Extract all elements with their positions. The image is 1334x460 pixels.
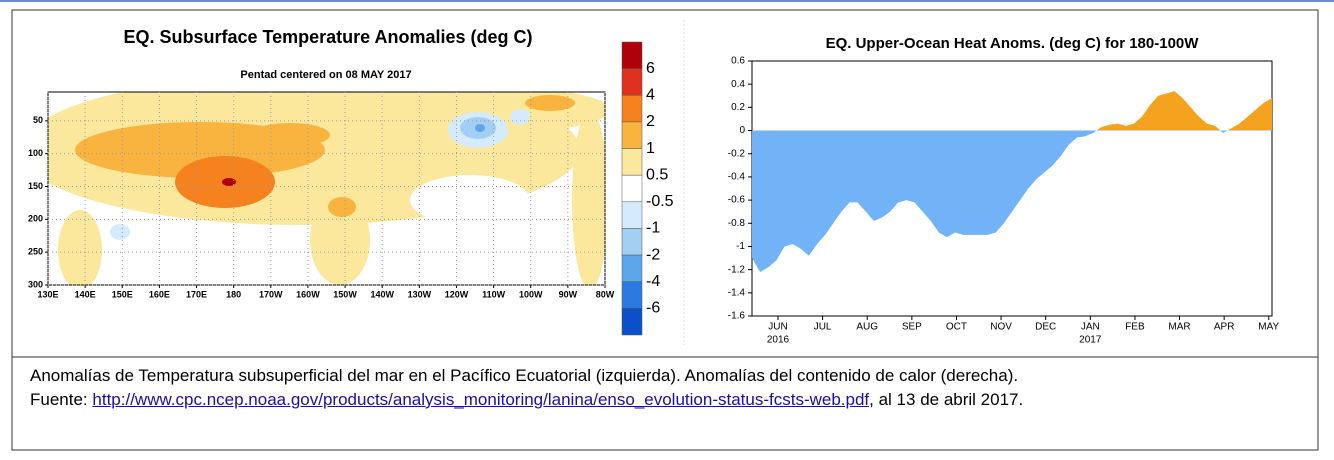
colorbar-band: [621, 281, 643, 309]
colorbar-label: -4: [646, 273, 660, 290]
x-tick-label: 80W: [596, 289, 615, 299]
anomaly-region: [475, 124, 485, 132]
colorbar-band: [621, 308, 643, 336]
colorbar-label: 4: [646, 86, 655, 103]
year-label: 2017: [1079, 335, 1102, 346]
left-subtitle: Pentad centered on 08 MAY 2017: [240, 69, 411, 81]
negative-area: [752, 130, 1272, 272]
colorbar-band: [621, 174, 643, 203]
x-tick-label: 130W: [408, 289, 432, 299]
caption: Anomalías de Temperatura subsuperficial …: [30, 364, 1310, 412]
x-tick-label: AUG: [856, 322, 878, 333]
x-tick-label: FEB: [1125, 322, 1145, 333]
colorbar-label: 0.5: [646, 166, 668, 183]
x-tick-label: NOV: [990, 322, 1012, 333]
x-tick-label: 100W: [519, 289, 543, 299]
colorbar-label: -6: [646, 300, 660, 317]
x-tick-label: 150E: [112, 289, 133, 299]
positive-area: [1097, 91, 1272, 130]
x-tick-label: OCT: [946, 322, 967, 333]
colorbar-band: [621, 148, 643, 176]
x-tick-label: JAN: [1081, 322, 1100, 333]
x-tick-label: JUL: [814, 322, 832, 333]
anomaly-region: [328, 197, 356, 217]
x-tick-label: 110W: [482, 289, 506, 299]
x-tick-label: 140W: [370, 289, 394, 299]
colorbar-label: -2: [646, 246, 660, 263]
y-tick-label: 0.2: [731, 102, 745, 113]
left-title: EQ. Subsurface Temperature Anomalies (de…: [123, 27, 532, 47]
x-tick-label: 170E: [186, 289, 207, 299]
y-tick-label: -1.4: [728, 287, 746, 298]
y-tick-label: 300: [28, 279, 43, 289]
y-tick-label: -0.2: [728, 148, 746, 159]
x-tick-label: 170W: [259, 289, 283, 299]
anomaly-region: [572, 110, 605, 285]
x-tick-label: 90W: [559, 289, 578, 299]
y-tick-label: -1: [736, 241, 745, 252]
colorbar-band: [621, 254, 643, 282]
caption-suffix: , al 13 de abril 2017.: [869, 390, 1024, 409]
anomaly-region: [410, 175, 530, 225]
colorbar-label: -0.5: [646, 193, 674, 210]
y-tick-label: 0.6: [731, 56, 745, 67]
x-tick-label: MAY: [1258, 322, 1279, 333]
colorbar-label: 6: [646, 60, 655, 77]
anomaly-region: [310, 195, 370, 285]
x-tick-label: 130E: [37, 289, 58, 299]
frame: [11, 9, 1319, 451]
y-tick-label: -0.8: [728, 218, 746, 229]
colorbar-band: [621, 228, 643, 256]
colorbar-label: 1: [646, 140, 655, 157]
colorbar-band: [621, 68, 643, 96]
y-tick-label: 250: [28, 247, 43, 257]
x-tick-label: 160W: [296, 289, 320, 299]
y-tick-label: 100: [28, 148, 43, 158]
colorbar-label: -1: [646, 220, 660, 237]
y-tick-label: 150: [28, 181, 43, 191]
caption-line: Anomalías de Temperatura subsuperficial …: [30, 366, 1019, 385]
colorbar-band: [621, 201, 643, 229]
x-tick-label: APR: [1214, 322, 1235, 333]
anomaly-region: [58, 210, 102, 285]
x-tick-label: 120W: [445, 289, 469, 299]
x-tick-label: 140E: [75, 289, 96, 299]
caption-line: Fuente: http://www.cpc.ncep.noaa.gov/pro…: [30, 388, 1310, 412]
x-tick-label: 160E: [149, 289, 170, 299]
year-label: 2016: [767, 335, 790, 346]
x-tick-label: SEP: [902, 322, 922, 333]
anomaly-region: [110, 224, 130, 240]
y-tick-label: -0.4: [728, 172, 746, 183]
colorbar-label: 2: [646, 113, 655, 130]
x-tick-label: DEC: [1035, 322, 1056, 333]
colorbar-band: [621, 41, 643, 69]
x-tick-label: 180: [226, 289, 241, 299]
y-tick-label: 200: [28, 214, 43, 224]
colorbar-band: [621, 121, 643, 149]
source-link[interactable]: http://www.cpc.ncep.noaa.gov/products/an…: [92, 390, 870, 409]
x-tick-label: JUN: [768, 322, 787, 333]
anomaly-region: [222, 178, 236, 186]
anomaly-region: [525, 95, 575, 111]
colorbar-band: [621, 95, 643, 123]
y-tick-label: 50: [33, 115, 43, 125]
source-label: Fuente:: [30, 390, 88, 409]
anomaly-region: [250, 123, 330, 147]
y-tick-label: -0.6: [728, 195, 746, 206]
y-tick-label: 0: [739, 125, 745, 136]
x-tick-label: MAR: [1168, 322, 1190, 333]
x-tick-label: 150W: [333, 289, 357, 299]
right-title: EQ. Upper-Ocean Heat Anoms. (deg C) for …: [826, 35, 1200, 52]
anomaly-region: [510, 109, 530, 125]
y-tick-label: 0.4: [731, 79, 745, 90]
contour-field: [48, 92, 605, 285]
y-tick-label: -1.2: [728, 264, 746, 275]
y-tick-label: -1.6: [728, 311, 746, 322]
